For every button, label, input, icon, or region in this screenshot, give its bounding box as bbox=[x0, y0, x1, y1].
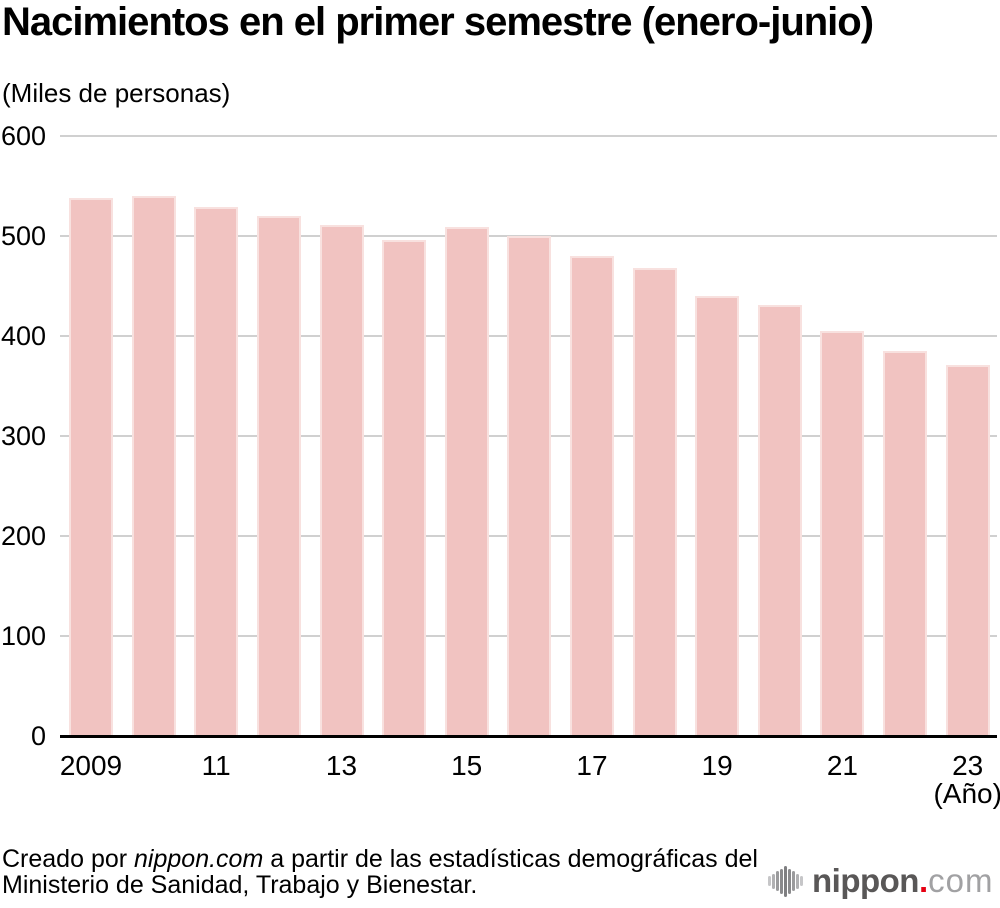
soundwave-icon-bar bbox=[780, 868, 783, 894]
x-axis-tick-label: 23 bbox=[952, 750, 984, 781]
soundwave-icon-bar bbox=[788, 868, 791, 894]
bar bbox=[695, 296, 740, 736]
y-axis-tick-label: 500 bbox=[0, 221, 46, 251]
soundwave-icon-bar bbox=[792, 871, 795, 891]
bar bbox=[507, 236, 552, 736]
x-axis-line bbox=[60, 735, 997, 738]
x-axis-tick-label: 17 bbox=[576, 750, 608, 781]
source-note-line1: Creado por nippon.com a partir de las es… bbox=[2, 846, 758, 872]
logo-tld: com bbox=[928, 862, 994, 899]
y-axis-tick-label: 200 bbox=[0, 521, 46, 551]
soundwave-icon-bar bbox=[784, 865, 787, 897]
logo-red-dot: . bbox=[918, 862, 929, 899]
chart-title: Nacimientos en el primer semestre (enero… bbox=[2, 0, 874, 44]
gridline bbox=[60, 135, 997, 137]
x-axis-tick-label: 13 bbox=[325, 750, 358, 781]
bar bbox=[69, 198, 113, 736]
y-axis-tick-label: 0 bbox=[30, 721, 46, 751]
soundwave-icon-bar bbox=[800, 876, 803, 886]
bar bbox=[570, 256, 614, 736]
x-axis-unit-label: (Año) bbox=[933, 778, 1000, 809]
source-note-suffix: a partir de las estadísticas demográfica… bbox=[263, 845, 758, 873]
y-axis-tick-label: 300 bbox=[0, 421, 46, 451]
soundwave-icon-bar bbox=[768, 876, 771, 886]
nippon-logo-text: nippon.com bbox=[812, 863, 993, 899]
soundwave-icon bbox=[768, 863, 803, 899]
x-axis-tick-label: 15 bbox=[451, 750, 483, 781]
x-axis-tick-label: 21 bbox=[826, 750, 858, 781]
bar bbox=[820, 331, 865, 736]
bar bbox=[757, 305, 802, 736]
bar bbox=[256, 216, 301, 736]
bar bbox=[945, 365, 990, 736]
x-axis-tick-label: 11 bbox=[201, 750, 231, 781]
soundwave-icon-bar bbox=[772, 873, 775, 889]
soundwave-icon-bar bbox=[776, 871, 779, 891]
x-axis-tick-label: 2009 bbox=[59, 750, 123, 781]
source-note-line2: Ministerio de Sanidad, Trabajo y Bienest… bbox=[2, 871, 478, 899]
bar bbox=[131, 196, 176, 736]
x-axis-tick-label: 19 bbox=[701, 750, 733, 781]
bar bbox=[444, 227, 489, 736]
nippon-logo: nippon.com bbox=[768, 861, 993, 901]
bar bbox=[883, 351, 928, 736]
y-axis-tick-label: 400 bbox=[0, 321, 46, 351]
y-axis-tick-label: 600 bbox=[0, 121, 46, 151]
bar bbox=[319, 225, 364, 736]
source-note: Creado por nippon.com a partir de las es… bbox=[2, 846, 758, 898]
soundwave-icon-bar bbox=[796, 873, 799, 889]
y-axis-tick-label: 100 bbox=[0, 621, 46, 651]
bar bbox=[194, 207, 239, 736]
bar bbox=[382, 240, 427, 736]
source-note-prefix: Creado por bbox=[2, 845, 135, 873]
bar bbox=[632, 268, 677, 736]
logo-name: nippon bbox=[812, 862, 919, 899]
y-axis-unit-label: (Miles de personas) bbox=[2, 78, 231, 108]
source-note-brand: nippon.com bbox=[134, 845, 264, 873]
